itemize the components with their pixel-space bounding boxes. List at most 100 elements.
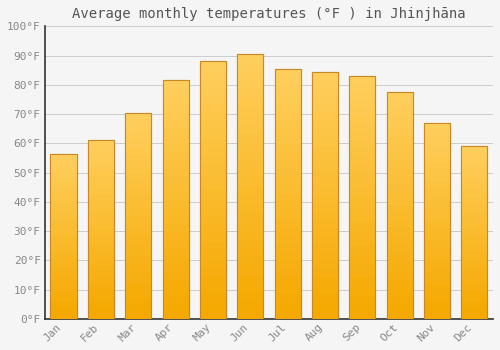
Bar: [162, 168, 188, 176]
Bar: [386, 236, 413, 243]
Bar: [312, 245, 338, 253]
Bar: [386, 190, 413, 198]
Bar: [162, 231, 188, 239]
Bar: [274, 294, 300, 302]
Bar: [162, 247, 188, 255]
Bar: [237, 133, 264, 142]
Bar: [237, 222, 264, 231]
Bar: [312, 154, 338, 162]
Bar: [125, 188, 152, 195]
Bar: [386, 274, 413, 281]
Bar: [50, 181, 76, 187]
Bar: [200, 233, 226, 242]
Bar: [350, 100, 376, 108]
Bar: [200, 130, 226, 139]
Bar: [274, 252, 300, 260]
Bar: [386, 304, 413, 312]
Bar: [88, 152, 114, 158]
Bar: [312, 195, 338, 203]
Bar: [162, 279, 188, 287]
Bar: [162, 263, 188, 271]
Bar: [50, 209, 76, 214]
Bar: [125, 312, 152, 319]
Bar: [200, 293, 226, 302]
Bar: [350, 238, 376, 246]
Bar: [350, 278, 376, 287]
Bar: [350, 230, 376, 238]
Bar: [462, 215, 487, 221]
Bar: [237, 89, 264, 98]
Bar: [162, 287, 188, 295]
Bar: [237, 54, 264, 63]
Bar: [274, 102, 300, 110]
Bar: [125, 147, 152, 154]
Bar: [386, 92, 413, 100]
Bar: [125, 298, 152, 305]
Bar: [424, 253, 450, 260]
Bar: [50, 242, 76, 247]
Bar: [386, 92, 413, 319]
Bar: [462, 187, 487, 192]
Bar: [200, 61, 226, 319]
Bar: [50, 170, 76, 176]
Bar: [350, 287, 376, 295]
Bar: [88, 259, 114, 265]
Bar: [424, 293, 450, 299]
Bar: [462, 198, 487, 204]
Bar: [274, 127, 300, 135]
Bar: [50, 269, 76, 275]
Bar: [200, 276, 226, 285]
Bar: [88, 301, 114, 307]
Bar: [312, 278, 338, 286]
Bar: [50, 164, 76, 170]
Bar: [125, 216, 152, 223]
Bar: [200, 96, 226, 104]
Bar: [386, 130, 413, 138]
Bar: [350, 125, 376, 133]
Bar: [386, 296, 413, 304]
Bar: [162, 208, 188, 216]
Bar: [237, 204, 264, 213]
Bar: [274, 244, 300, 252]
Bar: [162, 112, 188, 120]
Bar: [50, 302, 76, 308]
Bar: [88, 224, 114, 230]
Bar: [350, 84, 376, 92]
Bar: [200, 241, 226, 250]
Bar: [350, 222, 376, 230]
Bar: [88, 295, 114, 301]
Bar: [462, 221, 487, 227]
Bar: [237, 72, 264, 80]
Bar: [237, 292, 264, 301]
Bar: [386, 122, 413, 130]
Bar: [350, 108, 376, 117]
Bar: [162, 120, 188, 128]
Bar: [125, 230, 152, 236]
Bar: [162, 303, 188, 311]
Bar: [462, 273, 487, 279]
Bar: [200, 121, 226, 130]
Bar: [162, 216, 188, 224]
Bar: [88, 170, 114, 176]
Bar: [162, 80, 188, 88]
Bar: [50, 176, 76, 181]
Bar: [237, 284, 264, 292]
Bar: [88, 200, 114, 206]
Bar: [424, 123, 450, 319]
Bar: [50, 214, 76, 220]
Bar: [312, 212, 338, 220]
Bar: [125, 278, 152, 285]
Bar: [424, 195, 450, 201]
Bar: [125, 126, 152, 133]
Bar: [88, 271, 114, 277]
Bar: [312, 253, 338, 261]
Bar: [386, 251, 413, 258]
Bar: [350, 76, 376, 319]
Bar: [237, 310, 264, 319]
Bar: [237, 301, 264, 310]
Bar: [274, 110, 300, 119]
Bar: [162, 271, 188, 279]
Bar: [88, 194, 114, 200]
Bar: [200, 139, 226, 147]
Bar: [50, 291, 76, 297]
